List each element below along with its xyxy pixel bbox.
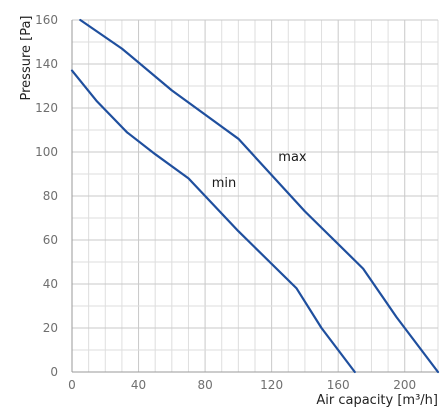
x-tick-label: 40 [131,378,146,392]
series-line-min [70,69,356,374]
y-tick-label: 0 [50,365,58,379]
y-tick-label: 120 [35,101,58,115]
y-tick-label: 40 [43,277,58,291]
x-axis-label: Air capacity [m³/h] [316,393,438,408]
y-tick-label: 140 [35,57,58,71]
x-tick-label: 80 [197,378,212,392]
y-tick-label: 60 [43,233,58,247]
y-tick-label: 160 [35,13,58,27]
curve-label-min: min [212,176,237,191]
annotations: max min [212,150,307,191]
curves [70,18,440,374]
curve-label-max: max [278,150,307,165]
series-line-max [79,18,440,374]
axis-ticks: 0 40 80 120 160 200 0 20 40 60 80 100 120 140 160 [35,13,416,392]
y-tick-label: 80 [43,189,58,203]
y-axis-label: Pressure [Pa] [19,15,34,100]
x-tick-label: 200 [393,378,416,392]
x-tick-label: 0 [68,378,76,392]
y-tick-label: 20 [43,321,58,335]
y-tick-label: 100 [35,145,58,159]
x-tick-label: 160 [327,378,350,392]
x-tick-label: 120 [260,378,283,392]
grid [71,19,439,373]
